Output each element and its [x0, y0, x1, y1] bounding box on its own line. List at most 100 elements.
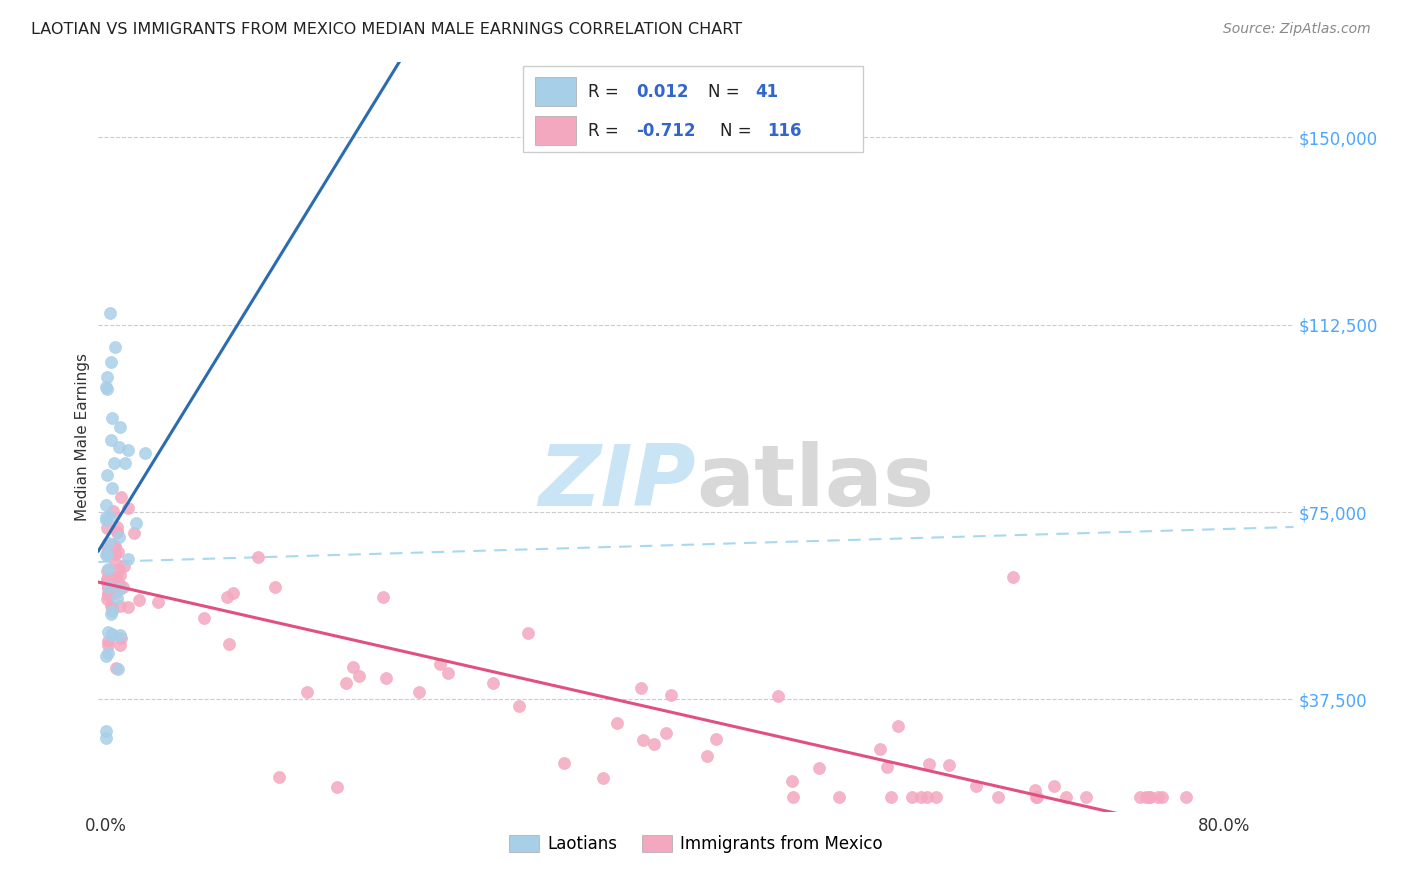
Point	[97, 624, 120, 639]
Point	[96, 573, 118, 587]
Point	[108, 599, 131, 614]
Point	[1001, 570, 1024, 584]
Point	[807, 761, 830, 775]
Point	[1137, 789, 1160, 804]
Text: 116: 116	[768, 121, 803, 140]
Point	[101, 582, 124, 597]
Point	[94, 498, 117, 512]
Point	[98, 510, 121, 524]
Point	[1025, 789, 1047, 804]
Point	[96, 549, 118, 563]
Text: 0.012: 0.012	[636, 83, 689, 101]
Point	[96, 539, 118, 553]
Point	[146, 594, 169, 608]
Point	[869, 741, 891, 756]
Point	[104, 586, 127, 600]
Text: R =: R =	[589, 121, 624, 140]
Point	[96, 548, 118, 562]
Point	[96, 724, 118, 739]
FancyBboxPatch shape	[534, 116, 576, 145]
Point	[1024, 783, 1046, 797]
Point	[987, 789, 1010, 804]
Point	[96, 382, 118, 396]
Point	[98, 571, 121, 585]
Point	[101, 628, 124, 642]
Point	[876, 760, 898, 774]
Point	[706, 732, 728, 747]
Point	[482, 675, 505, 690]
Point	[297, 685, 319, 699]
Point	[97, 585, 120, 599]
Point	[117, 442, 139, 457]
Point	[374, 672, 396, 686]
Point	[1147, 789, 1170, 804]
Point	[94, 513, 117, 527]
Point	[105, 591, 128, 606]
Point	[100, 627, 122, 641]
Point	[1150, 789, 1173, 804]
Point	[110, 490, 132, 504]
Point	[108, 628, 131, 642]
Point	[108, 530, 131, 544]
Point	[100, 599, 122, 614]
Point	[1043, 779, 1066, 793]
Point	[97, 638, 120, 652]
Point	[98, 586, 121, 600]
Point	[107, 561, 129, 575]
Point	[94, 380, 117, 394]
Point	[105, 525, 128, 540]
Point	[100, 607, 122, 622]
Point	[264, 580, 287, 594]
Point	[96, 521, 118, 535]
Text: ZIP: ZIP	[538, 441, 696, 524]
Text: LAOTIAN VS IMMIGRANTS FROM MEXICO MEDIAN MALE EARNINGS CORRELATION CHART: LAOTIAN VS IMMIGRANTS FROM MEXICO MEDIAN…	[31, 22, 742, 37]
Point	[103, 574, 125, 588]
Text: -0.712: -0.712	[636, 121, 696, 140]
Point	[96, 370, 118, 384]
Point	[349, 669, 371, 683]
Point	[437, 665, 460, 680]
Point	[918, 756, 941, 771]
Point	[97, 535, 120, 549]
Point	[925, 789, 948, 804]
Y-axis label: Median Male Earnings: Median Male Earnings	[75, 353, 90, 521]
Point	[108, 582, 131, 597]
Point	[96, 646, 118, 660]
Point	[901, 789, 924, 804]
Point	[100, 537, 122, 551]
Point	[98, 306, 121, 320]
Point	[108, 420, 131, 434]
Point	[96, 564, 118, 578]
Point	[101, 541, 124, 555]
Point	[94, 731, 117, 745]
Point	[1076, 789, 1098, 804]
Point	[696, 749, 718, 764]
Point	[326, 780, 349, 794]
Point	[101, 503, 124, 517]
Point	[100, 585, 122, 599]
FancyBboxPatch shape	[523, 66, 863, 153]
Point	[218, 637, 240, 651]
Point	[108, 440, 131, 454]
Point	[371, 591, 394, 605]
Point	[94, 648, 117, 663]
Point	[104, 556, 127, 570]
Point	[782, 789, 804, 804]
Text: N =: N =	[709, 83, 745, 101]
Point	[1025, 789, 1047, 804]
Point	[643, 737, 665, 751]
Point	[104, 577, 127, 591]
Point	[97, 579, 120, 593]
Point	[342, 660, 364, 674]
Point	[101, 602, 124, 616]
Point	[100, 355, 122, 369]
Point	[335, 676, 357, 690]
Point	[107, 545, 129, 559]
Point	[101, 603, 124, 617]
Point	[97, 573, 120, 587]
Point	[97, 580, 120, 594]
Point	[193, 611, 215, 625]
Point	[96, 592, 118, 607]
Point	[117, 599, 139, 614]
Point	[103, 456, 125, 470]
